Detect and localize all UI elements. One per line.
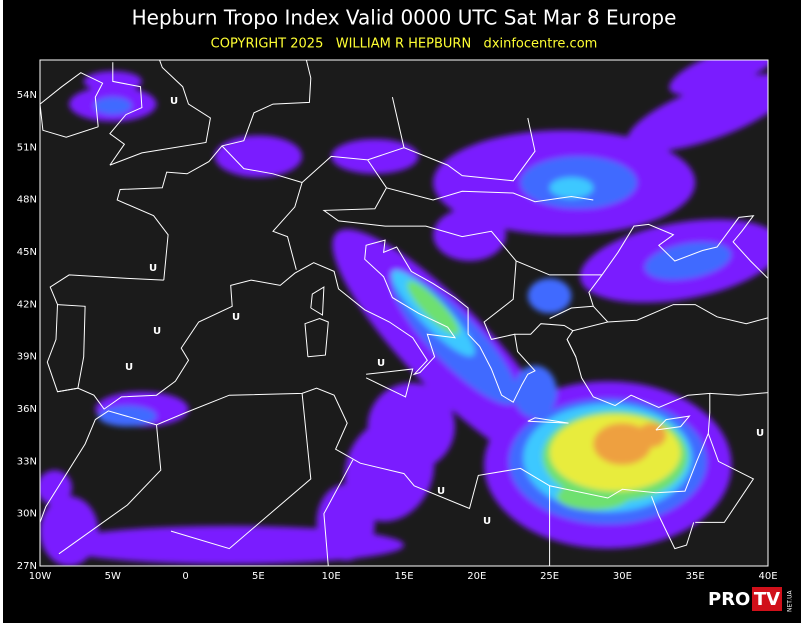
coastline (221, 145, 303, 270)
coastline (566, 330, 577, 358)
field-blob (316, 484, 375, 561)
map-marker: U (483, 516, 491, 527)
map-marker: U (437, 486, 445, 497)
map-frame (39, 59, 769, 567)
coastline (607, 304, 768, 325)
coastline (57, 304, 86, 393)
lon-label: 35E (686, 571, 705, 582)
field-blob (593, 423, 652, 465)
coastline (655, 415, 691, 431)
lon-label: 25E (540, 571, 559, 582)
map-marker: U (377, 358, 385, 369)
lon-label: 10E (322, 571, 341, 582)
map-marker: U (149, 263, 157, 274)
logo-site: NET.UA (787, 589, 794, 612)
field-blob (513, 365, 557, 418)
coastline (109, 60, 211, 166)
field-blob (669, 60, 768, 96)
lat-label: 30N (17, 509, 37, 520)
coastline (527, 417, 569, 424)
field-blob (54, 525, 404, 565)
lon-label: 15E (394, 571, 413, 582)
field-blob (644, 242, 732, 280)
coastline (323, 459, 354, 566)
lat-label: 42N (17, 299, 37, 310)
lat-label: 27N (17, 561, 37, 572)
coastline (365, 368, 414, 398)
lat-label: 51N (17, 142, 37, 153)
map-marker: U (756, 428, 764, 439)
lon-label: 0 (182, 571, 188, 582)
map-marker: U (232, 312, 240, 323)
lon-label: 20E (467, 571, 486, 582)
coastline (322, 187, 602, 276)
coastline (109, 62, 143, 166)
lat-label: 39N (17, 352, 37, 363)
field-blob (331, 138, 419, 174)
field-blob (40, 470, 73, 505)
map-marker: U (170, 96, 178, 107)
lon-label: 5W (105, 571, 121, 582)
coastline (46, 215, 768, 410)
map-marker: U (153, 326, 161, 337)
lat-label: 48N (17, 195, 37, 206)
coastline (483, 260, 517, 340)
coastline (116, 60, 312, 281)
coastline (695, 433, 755, 523)
field-blob (367, 382, 455, 471)
title: Hepburn Tropo Index Valid 0000 UTC Sat M… (132, 6, 677, 30)
field-blob (549, 177, 594, 199)
index-field (40, 60, 768, 566)
logo-box (752, 587, 782, 611)
logo-tv: TV (754, 589, 780, 610)
coastline (304, 317, 329, 358)
coastline (40, 72, 104, 138)
coastline (651, 496, 695, 550)
lat-label: 36N (17, 404, 37, 415)
lon-label: 5E (252, 571, 265, 582)
field-blob (214, 135, 303, 178)
coastline (310, 286, 325, 316)
lon-label: 40E (758, 571, 777, 582)
lon-label: 30E (613, 571, 632, 582)
coastline (58, 424, 162, 555)
field-blob (527, 278, 572, 314)
lat-label: 45N (17, 247, 37, 258)
lat-label: 33N (17, 456, 37, 467)
coastline (367, 159, 594, 203)
logo: PRO TV NET.UA (708, 587, 794, 612)
field-blob (636, 423, 667, 448)
map-marker: U (125, 362, 133, 373)
coastline (709, 392, 768, 396)
lon-label: 10W (29, 571, 52, 582)
field-blob (40, 496, 99, 566)
logo-pro: PRO (708, 589, 750, 610)
coastline (403, 117, 536, 182)
field-blob (406, 281, 460, 336)
coastline (40, 339, 711, 523)
coastline (170, 393, 312, 550)
field-blob (93, 97, 132, 115)
subtitle: COPYRIGHT 2025 WILLIAM R HEPBURN dxinfoc… (211, 37, 598, 52)
coastlines (40, 60, 768, 566)
coastline (549, 305, 594, 319)
lat-label: 54N (17, 90, 37, 101)
field-blob (627, 74, 768, 152)
